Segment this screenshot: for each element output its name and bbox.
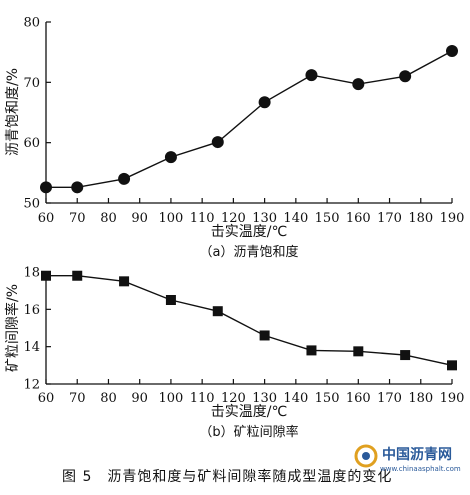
chart-a-subtitle: （a）沥青饱和度 bbox=[200, 244, 299, 260]
chart-a-data-point bbox=[258, 96, 271, 109]
chart-b-y-tick-label: 12 bbox=[23, 378, 40, 393]
chart-b-data-point bbox=[212, 306, 223, 317]
chart-b-data-point bbox=[72, 270, 83, 281]
chart-a-x-tick-label: 70 bbox=[69, 211, 86, 226]
chart-b-x-ticks: 60 70 80 90 100 110 120 130 140 150 160 170 180 190 bbox=[38, 379, 465, 406]
chart-a-x-tick-label: 170 bbox=[377, 211, 402, 226]
chart-b-x-tick-label: 60 bbox=[38, 391, 55, 406]
chart-b-x-tick-label: 170 bbox=[377, 391, 402, 406]
chart-a-series bbox=[40, 44, 458, 194]
chart-b-data-point bbox=[447, 360, 457, 371]
chart-a-x-ticks: 60 70 80 90 100 110 120 130 140 150 160 170 180 190 bbox=[38, 198, 465, 226]
chart-a: 60 70 80 90 100 110 120 130 140 150 160 170 180 190 5… bbox=[5, 16, 464, 261]
chart-b: 60 70 80 90 100 110 120 130 140 150 160 170 180 190 1… bbox=[4, 266, 464, 441]
chart-a-axes bbox=[45, 22, 452, 204]
chart-b-x-tick-label: 180 bbox=[408, 391, 433, 406]
chart-a-y-axis-label: 沥青饱和度/% bbox=[5, 68, 21, 156]
chart-a-x-tick-label: 160 bbox=[346, 211, 371, 226]
chart-a-y-tick-label: 70 bbox=[23, 76, 40, 91]
chart-b-data-point bbox=[306, 345, 317, 356]
watermark-logo: 中国沥青网 www.chinaasphalt.com bbox=[354, 444, 461, 473]
chart-b-y-axis-label: 矿粒间隙率/% bbox=[4, 284, 21, 372]
chart-b-y-tick-label: 18 bbox=[23, 266, 40, 281]
chart-b-axes bbox=[45, 272, 452, 385]
chart-a-x-tick-label: 80 bbox=[100, 211, 117, 226]
chart-a-y-tick-label: 80 bbox=[23, 16, 40, 31]
chart-a-data-point bbox=[211, 136, 224, 149]
chart-b-x-tick-label: 150 bbox=[315, 391, 340, 406]
watermark-logo-dot-icon bbox=[362, 452, 370, 460]
chart-b-x-tick-label: 130 bbox=[252, 391, 277, 406]
chart-b-x-tick-label: 70 bbox=[69, 391, 86, 406]
chart-b-data-point bbox=[41, 270, 51, 281]
chart-b-x-tick-label: 90 bbox=[131, 391, 148, 406]
chart-b-subtitle: （b）矿粒间隙率 bbox=[199, 424, 298, 440]
chart-b-x-axis-label: 击实温度/℃ bbox=[211, 404, 287, 420]
chart-a-x-tick-label: 90 bbox=[131, 211, 148, 226]
chart-a-x-tick-label: 130 bbox=[252, 211, 277, 226]
chart-b-data-point bbox=[353, 346, 364, 357]
chart-b-x-tick-label: 120 bbox=[221, 391, 246, 406]
watermark-url: www.chinaasphalt.com bbox=[380, 465, 461, 473]
chart-a-y-ticks: 50 60 70 80 bbox=[23, 16, 51, 212]
chart-b-data-point bbox=[259, 330, 270, 341]
chart-a-x-tick-label: 150 bbox=[315, 211, 340, 226]
chart-a-data-point bbox=[352, 78, 365, 91]
chart-b-x-tick-label: 110 bbox=[190, 391, 215, 406]
chart-b-data-point bbox=[119, 276, 130, 287]
chart-b-x-tick-label: 160 bbox=[346, 391, 371, 406]
chart-a-y-tick-label: 60 bbox=[23, 136, 40, 151]
chart-b-y-tick-label: 14 bbox=[23, 340, 40, 355]
watermark-logo-icon bbox=[354, 444, 378, 468]
chart-a-data-point bbox=[71, 181, 84, 194]
chart-a-x-tick-label: 100 bbox=[159, 211, 184, 226]
chart-b-x-tick-label: 80 bbox=[100, 391, 117, 406]
chart-a-data-point bbox=[40, 181, 52, 194]
chart-a-data-point bbox=[305, 69, 318, 82]
chart-b-x-tick-label: 100 bbox=[159, 391, 184, 406]
chart-b-series-line bbox=[46, 275, 453, 366]
chart-a-x-tick-label: 110 bbox=[190, 211, 215, 226]
chart-b-data-point bbox=[165, 295, 176, 305]
chart-b-x-tick-label: 190 bbox=[440, 391, 465, 406]
chart-b-data-point bbox=[400, 350, 411, 361]
chart-b-series bbox=[41, 270, 457, 371]
chart-a-x-tick-label: 140 bbox=[283, 211, 308, 226]
chart-b-y-tick-label: 16 bbox=[23, 303, 40, 318]
chart-a-data-point bbox=[118, 172, 131, 185]
chart-a-data-point bbox=[399, 70, 412, 83]
chart-a-x-tick-label: 180 bbox=[408, 211, 433, 226]
chart-b-y-ticks: 12 14 16 18 bbox=[23, 266, 51, 393]
chart-b-x-tick-label: 140 bbox=[283, 391, 308, 406]
watermark-title: 中国沥青网 bbox=[382, 446, 452, 463]
chart-a-x-tick-label: 120 bbox=[221, 211, 246, 226]
chart-a-y-tick-label: 50 bbox=[23, 197, 40, 212]
chart-a-data-point bbox=[164, 151, 177, 164]
chart-a-x-tick-label: 60 bbox=[38, 211, 55, 226]
chart-a-series-line bbox=[46, 50, 453, 189]
chart-a-data-point bbox=[446, 44, 458, 57]
figure-caption: 图 5 沥青饱和度与矿料间隙率随成型温度的变化 bbox=[62, 468, 392, 485]
chart-a-x-tick-label: 190 bbox=[440, 211, 465, 226]
chart-a-x-axis-label: 击实温度/℃ bbox=[211, 224, 287, 240]
